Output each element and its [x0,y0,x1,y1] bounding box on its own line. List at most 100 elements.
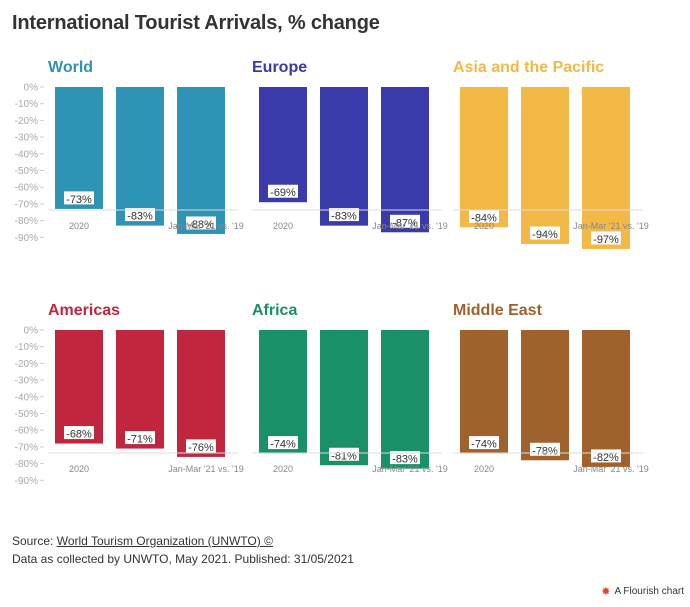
y-tick-label: 0% [24,326,39,337]
data-label: -73% [66,194,92,206]
data-label-bg [186,439,216,453]
x-tick-label: 2020 [474,221,494,231]
bar[interactable] [521,330,569,461]
data-label-bg [469,209,499,223]
panel-title: Middle East [453,302,543,319]
x-tick-label: Jan-Mar '21 vs. '19 [168,464,243,474]
data-label: -88% [188,219,214,231]
y-tick-label: -10% [15,342,38,353]
x-tick-label: 2020 [273,464,293,474]
data-label: -68% [66,429,92,441]
x-tick-label: Jan-Mar '21 vs. '19 [372,221,447,231]
bar[interactable] [177,330,225,457]
data-label: -76% [188,442,214,454]
data-label-bg [125,431,155,445]
panel-title: Americas [48,302,120,319]
bar[interactable] [320,330,368,466]
data-label-bg [390,214,420,228]
y-tick-label: -40% [15,149,38,160]
flourish-credit-text: A Flourish chart [614,586,684,597]
data-label: -97% [593,234,619,246]
data-label-bg [64,191,94,205]
data-label: -78% [532,445,558,457]
data-label-bg [329,447,359,461]
panel-title: Asia and the Pacific [453,59,604,76]
data-label-bg [390,451,420,465]
x-tick-label: 2020 [474,464,494,474]
data-label-bg [329,208,359,222]
bar[interactable] [521,87,569,244]
chart-panel-americas: Americas 0% -10% -20% -30% -40% -50% -60% -70% -8… [15,302,244,487]
y-tick-label: -80% [15,216,38,227]
bar[interactable] [116,87,164,226]
source-link[interactable]: World Tourism Organization (UNWTO) © [56,534,273,548]
bar[interactable] [320,87,368,226]
y-tick-label: -50% [15,166,38,177]
source-prefix: Source: [12,534,57,548]
data-label: -69% [270,187,296,199]
bar[interactable] [55,330,103,444]
data-label: -83% [331,211,357,223]
data-label: -82% [593,452,619,464]
x-tick-label: Jan-Mar '21 vs. '19 [573,464,648,474]
bar[interactable] [259,87,307,203]
bar[interactable] [582,330,630,467]
bar[interactable] [177,87,225,234]
y-tick-label: -60% [15,426,38,437]
x-tick-label: 2020 [69,464,89,474]
y-tick-label: 0% [24,83,39,94]
data-label-bg [469,436,499,450]
x-tick-label: 2020 [273,221,293,231]
data-label-bg [268,184,298,198]
y-tick-label: -60% [15,183,38,194]
data-label: -71% [127,434,153,446]
bar[interactable] [259,330,307,454]
data-label: -81% [331,450,357,462]
footer: Source: World Tourism Organization (UNWT… [12,532,354,568]
y-tick-label: -90% [15,233,38,244]
data-note: Data as collected by UNWTO, May 2021. Pu… [12,552,354,566]
y-tick-label: -40% [15,392,38,403]
bar[interactable] [381,87,429,233]
y-tick-label: -20% [15,359,38,370]
bar[interactable] [55,87,103,209]
x-tick-label: 2020 [69,221,89,231]
data-label-bg [268,436,298,450]
y-tick-label: -30% [15,133,38,144]
chart-panel-europe: Europe -69% -83% -87% 2020 Jan-Mar '21 vs. '1… [252,59,448,233]
y-tick-label: -80% [15,459,38,470]
data-label: -74% [471,439,497,451]
chart-panel-asia-and-the-pacific: Asia and the Pacific -84% -94% -97% 2020 Jan-… [453,59,649,249]
data-label-bg [591,231,621,245]
source-line: Source: World Tourism Organization (UNWT… [12,532,354,550]
bar[interactable] [116,330,164,449]
data-label-bg [125,208,155,222]
data-label-bg [186,216,216,230]
y-tick-label: -70% [15,442,38,453]
data-label: -94% [532,229,558,241]
panel-title: Europe [252,59,307,76]
data-label: -74% [270,439,296,451]
chart-panel-africa: Africa -74% -81% -83% 2020 Jan-Mar '21 vs. '1… [252,302,448,474]
x-tick-label: Jan-Mar '21 vs. '19 [168,221,243,231]
data-label-bg [530,226,560,240]
panel-title: Africa [252,302,297,319]
chart-title: International Tourist Arrivals, % change [12,12,380,34]
bar[interactable] [460,330,508,454]
bar[interactable] [582,87,630,249]
y-tick-label: -90% [15,476,38,487]
chart-panel-middle-east: Middle East -74% -78% -82% 2020 Jan-Mar '21 v… [453,302,649,474]
charts-area: World 0% -10% -20% -30% -40% -50% -60% -70% -80% -… [15,59,649,487]
data-label-bg [64,426,94,440]
data-label: -83% [392,454,418,466]
flourish-credit[interactable]: ✸ A Flourish chart [601,585,684,598]
x-tick-label: Jan-Mar '21 vs. '19 [573,221,648,231]
y-tick-label: -20% [15,116,38,127]
data-label: -87% [392,217,418,229]
data-label: -83% [127,211,153,223]
y-tick-label: -30% [15,376,38,387]
y-tick-label: -70% [15,199,38,210]
bar[interactable] [381,330,429,469]
bar[interactable] [460,87,508,228]
y-tick-label: -10% [15,99,38,110]
